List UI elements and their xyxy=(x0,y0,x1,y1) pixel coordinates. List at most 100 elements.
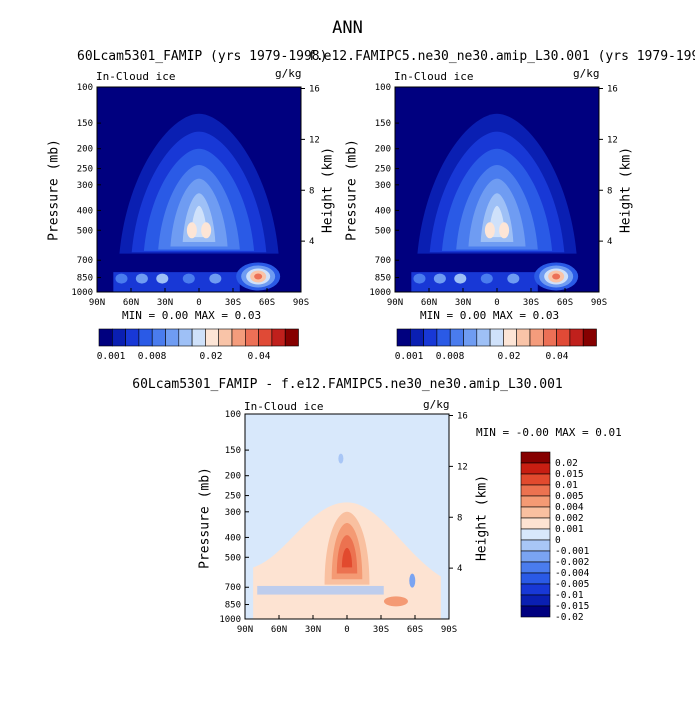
panel2-low-blob-1 xyxy=(433,273,446,284)
panel2-rtick-label-2: 12 xyxy=(607,135,618,145)
panel2-xtick-label-2: 30N xyxy=(455,298,471,308)
diff-ytick-label-1: 150 xyxy=(225,446,241,456)
panel1-colorbar-label-3: 0.04 xyxy=(248,351,271,362)
panel1-ytick-label-0: 100 xyxy=(77,83,93,93)
panel2-units-label: g/kg xyxy=(573,67,600,80)
panel1-low-blob-2 xyxy=(156,273,169,284)
panel2-colorbar-swatch-8 xyxy=(503,328,517,347)
panel2-ytick-label-1: 150 xyxy=(375,119,391,129)
panel2-ytick-label-4: 300 xyxy=(375,181,391,191)
diff-negative-strip xyxy=(257,585,384,595)
panel2-low-blob-0 xyxy=(413,273,426,284)
panel2-colorbar-swatch-13 xyxy=(569,328,584,347)
panel1-rtick-label-3: 16 xyxy=(309,85,320,95)
panel1-ytick-label-5: 400 xyxy=(77,206,93,216)
diff-negative-blob-2 xyxy=(338,453,344,464)
panel2-ytick-label-2: 200 xyxy=(375,145,391,155)
diff-xtick-label-5: 60S xyxy=(407,625,423,635)
diff-colorbar-swatch-6 xyxy=(520,517,551,530)
panel2-xtick-label-5: 60S xyxy=(557,298,573,308)
panel1-colorbar-label-0: 0.001 xyxy=(97,351,126,362)
panel1-title: 60Lcam5301_FAMIP (yrs 1979-1998) xyxy=(77,49,328,64)
panel2-colorbar-label-3: 0.04 xyxy=(546,351,569,362)
panel2-core-0 xyxy=(484,222,495,239)
panel1-colorbar-swatch-8 xyxy=(205,328,219,347)
panel2-title: f.e12.FAMIPC5.ne30_ne30.amip_L30.001 (yr… xyxy=(308,49,695,64)
diff-colorbar-label-7: 0 xyxy=(555,535,561,546)
diff-panel-title: 60Lcam5301_FAMIP - f.e12.FAMIPC5.ne30_ne… xyxy=(132,377,563,392)
panel1-colorbar-swatch-2 xyxy=(125,328,140,347)
diff-ytick-label-5: 400 xyxy=(225,533,241,543)
panel1-minmax: MIN = 0.00 MAX = 0.03 xyxy=(122,309,262,322)
panel2-core-1 xyxy=(499,222,510,239)
diff-colorbar-swatch-4 xyxy=(520,495,551,508)
panel1-colorbar-swatch-5 xyxy=(165,328,180,347)
panel1-xtick-label-0: 90N xyxy=(89,298,105,308)
panel1-xtick-label-3: 0 xyxy=(196,298,201,308)
diff-colorbar-label-3: 0.005 xyxy=(555,491,584,502)
diff-xtick-label-6: 90S xyxy=(441,625,457,635)
panel2-colorbar-swatch-5 xyxy=(463,328,478,347)
diff-ytick-label-8: 850 xyxy=(225,601,241,611)
diff-colorbar-label-12: -0.01 xyxy=(555,590,584,601)
panel2-colorbar-swatch-11 xyxy=(542,328,557,347)
diff-core-layer-3 xyxy=(341,547,353,568)
diff-units-label: g/kg xyxy=(423,398,450,411)
panel2-ytick-label-7: 700 xyxy=(375,256,391,266)
panel2-xtick-label-0: 90N xyxy=(387,298,403,308)
panel2-low-blob-3 xyxy=(480,273,493,284)
diff-field xyxy=(245,414,449,619)
diff-colorbar-swatch-1 xyxy=(520,462,551,475)
panel2-colorbar-swatch-2 xyxy=(423,328,438,347)
diff-colorbar-swatch-5 xyxy=(520,506,551,519)
diff-ytick-label-0: 100 xyxy=(225,410,241,420)
panel1-units-label: g/kg xyxy=(275,67,302,80)
panel2-colorbar-label-0: 0.001 xyxy=(395,351,424,362)
diff-colorbar-label-6: 0.001 xyxy=(555,524,584,535)
panel2-xtick-label-3: 0 xyxy=(494,298,499,308)
diff-xtick-label-0: 90N xyxy=(237,625,253,635)
panel1-colorbar-swatch-10 xyxy=(231,328,246,347)
panel2-sh-feature-4 xyxy=(552,273,561,280)
diff-colorbar-swatch-11 xyxy=(520,572,551,585)
panel2-variable-label: In-Cloud ice xyxy=(394,70,474,83)
panel1-rtick-label-2: 12 xyxy=(309,135,320,145)
diff-rtick-label-0: 4 xyxy=(457,564,462,574)
panel1-low-blob-1 xyxy=(135,273,148,284)
panel1-colorbar-swatch-11 xyxy=(245,328,259,347)
panel1-xtick-label-2: 30N xyxy=(157,298,173,308)
panel1-low-blob-0 xyxy=(115,273,128,284)
panel1-ytick-label-6: 500 xyxy=(77,226,93,236)
diff-colorbar-label-1: 0.015 xyxy=(555,469,584,480)
diff-colorbar-label-10: -0.004 xyxy=(555,568,590,579)
panel2-xtick-label-4: 30S xyxy=(523,298,539,308)
panel2-ylabel-right: Height (km) xyxy=(618,146,634,234)
diff-colorbar-swatch-12 xyxy=(520,583,551,596)
panel2-rtick-label-3: 16 xyxy=(607,85,618,95)
diff-xtick-label-1: 60N xyxy=(271,625,287,635)
panel1-rtick-label-1: 8 xyxy=(309,186,314,196)
panel1-xtick-label-1: 60N xyxy=(123,298,139,308)
panel2-rtick-label-1: 8 xyxy=(607,186,612,196)
panel2-field xyxy=(395,87,599,292)
panel1-sh-feature-4 xyxy=(254,273,263,280)
diff-colorbar-label-8: -0.001 xyxy=(555,546,590,557)
panel1-colorbar-swatch-1 xyxy=(112,328,126,347)
figure-title: ANN xyxy=(332,18,363,38)
panel1-colorbar-swatch-12 xyxy=(258,328,273,347)
panel2-ytick-label-5: 400 xyxy=(375,206,391,216)
panel2-ytick-label-3: 250 xyxy=(375,165,391,175)
diff-colorbar-label-9: -0.002 xyxy=(555,557,589,568)
diff-colorbar-swatch-9 xyxy=(520,550,551,563)
panel1-colorbar-swatch-7 xyxy=(191,328,206,347)
panel1-variable-label: In-Cloud ice xyxy=(96,70,176,83)
diff-rtick-label-1: 8 xyxy=(457,513,462,523)
diff-ytick-label-9: 1000 xyxy=(219,615,241,625)
panel1-ytick-label-8: 850 xyxy=(77,274,93,284)
diff-colorbar-swatch-13 xyxy=(520,594,551,607)
panel2-ytick-label-8: 850 xyxy=(375,274,391,284)
panel2-colorbar-swatch-10 xyxy=(529,328,544,347)
panel1-core-0 xyxy=(186,222,197,239)
diff-xtick-label-3: 0 xyxy=(344,625,349,635)
diff-colorbar-swatch-10 xyxy=(520,561,551,574)
